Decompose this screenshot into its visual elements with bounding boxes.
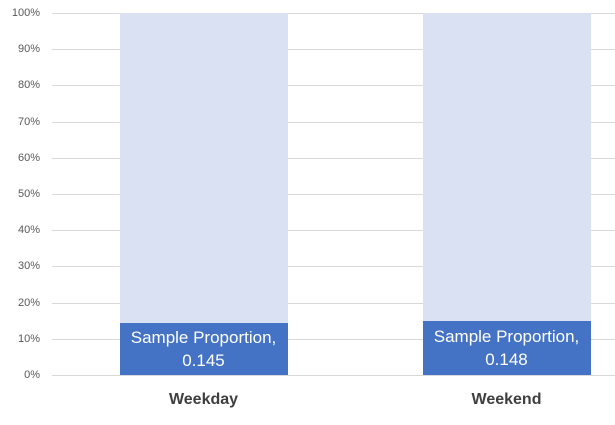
bar-segment-sample-proportion-weekday: Sample Proportion, 0.145 xyxy=(119,322,288,375)
data-label-weekday: Sample Proportion, 0.145 xyxy=(131,326,277,372)
y-tick-label: 90% xyxy=(17,43,40,56)
y-tick-label: 80% xyxy=(17,79,40,92)
bar-segment-sample-proportion-weekend: Sample Proportion, 0.148 xyxy=(422,321,591,375)
y-tick-label: 60% xyxy=(17,151,40,164)
gridline xyxy=(52,338,615,340)
bar-group-weekday: Sample Proportion, 0.145 xyxy=(119,13,288,375)
gridline xyxy=(52,13,615,14)
gridline xyxy=(52,230,615,232)
y-tick-label: 100% xyxy=(11,7,40,19)
gridline xyxy=(52,121,615,123)
gridline xyxy=(52,194,615,195)
bar-segment-remainder-weekend xyxy=(422,13,591,322)
data-label-series-name: Sample Proportion, xyxy=(130,327,277,347)
gridline xyxy=(52,157,615,159)
y-tick-label: 70% xyxy=(17,115,40,128)
bar-group-weekend: Sample Proportion, 0.148 xyxy=(422,13,591,375)
y-tick-label: 10% xyxy=(17,332,40,345)
y-tick-label: 40% xyxy=(17,224,40,237)
data-label-series-name: Sample Proportion, xyxy=(433,327,580,347)
data-label-value: 0.145 xyxy=(182,350,225,370)
gridline xyxy=(52,49,615,51)
y-tick-label: 50% xyxy=(17,188,40,200)
category-label-weekday: Weekday xyxy=(168,391,239,408)
gridline xyxy=(52,266,615,268)
data-label-weekend: Sample Proportion, 0.148 xyxy=(434,325,580,371)
data-label-value: 0.148 xyxy=(485,350,528,370)
y-tick-label: 30% xyxy=(17,260,40,273)
gridline xyxy=(52,302,615,304)
gridline xyxy=(52,85,615,87)
category-label-weekend: Weekend xyxy=(471,391,542,408)
y-tick-label: 0% xyxy=(24,369,40,381)
gridline xyxy=(52,375,615,376)
bar-segment-remainder-weekday xyxy=(119,13,288,323)
y-tick-label: 20% xyxy=(17,296,40,309)
